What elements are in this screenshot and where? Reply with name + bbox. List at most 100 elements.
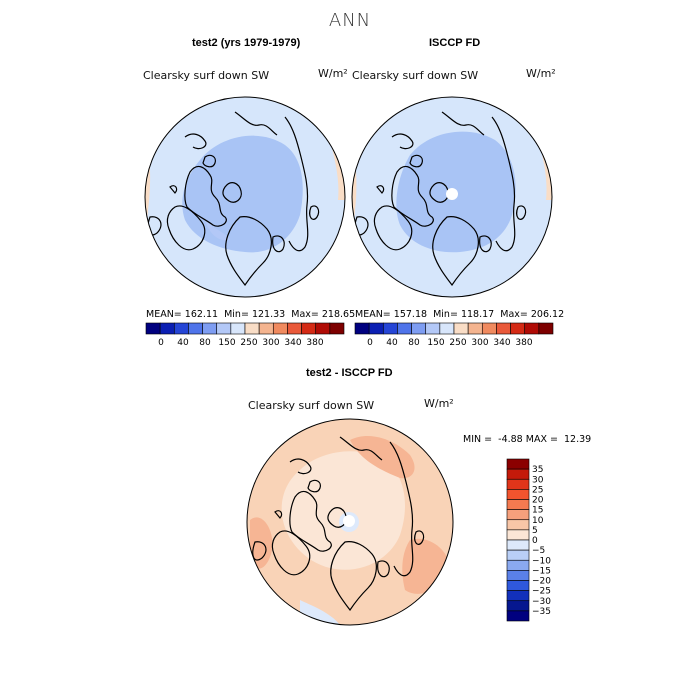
colorbar-swatch <box>506 458 530 470</box>
max-label: MAX = <box>525 434 558 445</box>
colorbar-swatch <box>538 322 554 335</box>
colorbar-swatch <box>467 322 483 335</box>
max-value: 12.39 <box>564 434 592 445</box>
colorbar-swatch <box>188 322 203 335</box>
colorbar-swatch <box>258 322 274 335</box>
colorbar-swatch <box>506 559 530 571</box>
colorbar-swatch <box>524 322 540 335</box>
colorbar-swatch <box>506 610 530 622</box>
colorbar-swatch <box>506 468 530 480</box>
colorbar-swatch <box>287 322 302 335</box>
colorbar-tick-label: 250 <box>449 338 466 348</box>
colorbar-tick-label: 340 <box>284 338 301 348</box>
colorbar-tick-label: 300 <box>471 338 488 348</box>
min-value: -4.88 <box>498 434 523 445</box>
colorbar-swatch <box>301 322 317 335</box>
max-value: 206.12 <box>530 309 565 320</box>
stats-right: MEAN= 157.18 Min= 118.17 Max= 206.12 <box>355 309 564 320</box>
mean-value: 162.11 <box>184 309 219 320</box>
colorbar-swatch <box>425 322 441 335</box>
colorbar-swatch <box>397 322 412 335</box>
page-title: ANN <box>328 10 372 31</box>
panel-title-right: ISCCP FD <box>429 37 481 49</box>
colorbar-tick-label: 300 <box>262 338 279 348</box>
colorbar-swatch <box>329 322 345 335</box>
mean-label: MEAN= <box>146 309 182 320</box>
colorbar-swatch <box>506 489 530 500</box>
colorbar-right: 0 40 80 150 250 300 340 380 <box>354 322 554 348</box>
colorbar-swatch <box>506 549 530 561</box>
max-label: Max= <box>291 309 319 320</box>
diff-units-label: W/m² <box>424 397 454 410</box>
colorbar-tick-label: 0 <box>158 338 164 348</box>
colorbar-swatch <box>230 322 246 335</box>
colorbar-swatch <box>506 529 530 541</box>
colorbar-swatch <box>315 322 331 335</box>
stats-left: MEAN= 162.11 Min= 121.33 Max= 218.65 <box>146 309 355 320</box>
colorbar-tick-label: 150 <box>427 338 444 348</box>
colorbar-swatch <box>506 570 530 581</box>
colorbar-swatch <box>510 322 526 335</box>
colorbar-swatch <box>506 478 530 490</box>
panel-title-left: test2 (yrs 1979-1979) <box>192 37 301 49</box>
pole-hole <box>446 188 458 200</box>
colorbar-swatch <box>506 509 530 521</box>
colorbar-tick-label: 25 <box>532 485 543 495</box>
colorbar-tick-label: 380 <box>515 338 532 348</box>
colorbar-swatch <box>439 322 455 335</box>
mean-value: 157.18 <box>393 309 428 320</box>
colorbar-tick-label: −15 <box>532 566 551 576</box>
diff-stats: MIN = -4.88 MAX = 12.39 <box>463 434 591 445</box>
colorbar-tick-label: 250 <box>240 338 257 348</box>
colorbar-swatch <box>145 322 161 335</box>
field-label-left: Clearsky surf down SW <box>143 69 270 82</box>
colorbar-swatch <box>506 499 530 510</box>
colorbar-swatch <box>216 322 232 335</box>
colorbar-tick-label: −25 <box>532 587 551 597</box>
min-label: MIN = <box>463 434 493 445</box>
colorbar-tick-label: 15 <box>532 506 543 516</box>
colorbar-swatch <box>506 580 530 591</box>
diff-panel-title: test2 - ISCCP FD <box>306 367 393 379</box>
diff-field-label: Clearsky surf down SW <box>248 399 375 412</box>
colorbar-swatch <box>506 539 530 551</box>
colorbar-swatch <box>202 322 218 335</box>
colorbar-tick-label: −30 <box>532 597 551 607</box>
min-label: Min= <box>224 309 249 320</box>
map-right <box>351 96 553 298</box>
colorbar-swatch <box>173 322 189 335</box>
colorbar-swatch <box>506 590 530 602</box>
max-value: 218.65 <box>321 309 356 320</box>
colorbar-tick-label: 40 <box>386 338 398 348</box>
colorbar-tick-label: 80 <box>199 338 211 348</box>
colorbar-swatch <box>244 322 260 335</box>
colorbar-tick-label: 0 <box>367 338 373 348</box>
colorbar-tick-label: 10 <box>532 516 544 526</box>
units-label-right: W/m² <box>526 67 556 80</box>
colorbar-swatch <box>496 322 511 335</box>
min-value: 118.17 <box>460 309 495 320</box>
colorbar-tick-label: 5 <box>532 526 538 536</box>
map-difference <box>246 418 454 626</box>
max-label: Max= <box>500 309 528 320</box>
colorbar-swatch <box>506 600 530 612</box>
colorbar-tick-label: −5 <box>532 546 545 556</box>
min-label: Min= <box>433 309 458 320</box>
map-left <box>144 96 346 298</box>
colorbar-tick-label: 0 <box>532 536 538 546</box>
colorbar-tick-label: 40 <box>177 338 189 348</box>
colorbar-swatch <box>272 322 288 335</box>
colorbar-swatch <box>382 322 398 335</box>
colorbar-tick-label: 35 <box>532 465 543 475</box>
field-label-right: Clearsky surf down SW <box>352 69 479 82</box>
colorbar-tick-label: 380 <box>306 338 323 348</box>
colorbar-tick-label: −20 <box>532 577 551 587</box>
colorbar-tick-label: 150 <box>218 338 235 348</box>
colorbar-swatch <box>354 322 370 335</box>
colorbar-left: 0 40 80 150 250 300 340 380 <box>145 322 345 348</box>
colorbar-swatch <box>368 322 384 335</box>
colorbar-tick-label: 30 <box>532 475 544 485</box>
colorbar-swatch <box>159 322 175 335</box>
colorbar-tick-label: −35 <box>532 607 551 617</box>
